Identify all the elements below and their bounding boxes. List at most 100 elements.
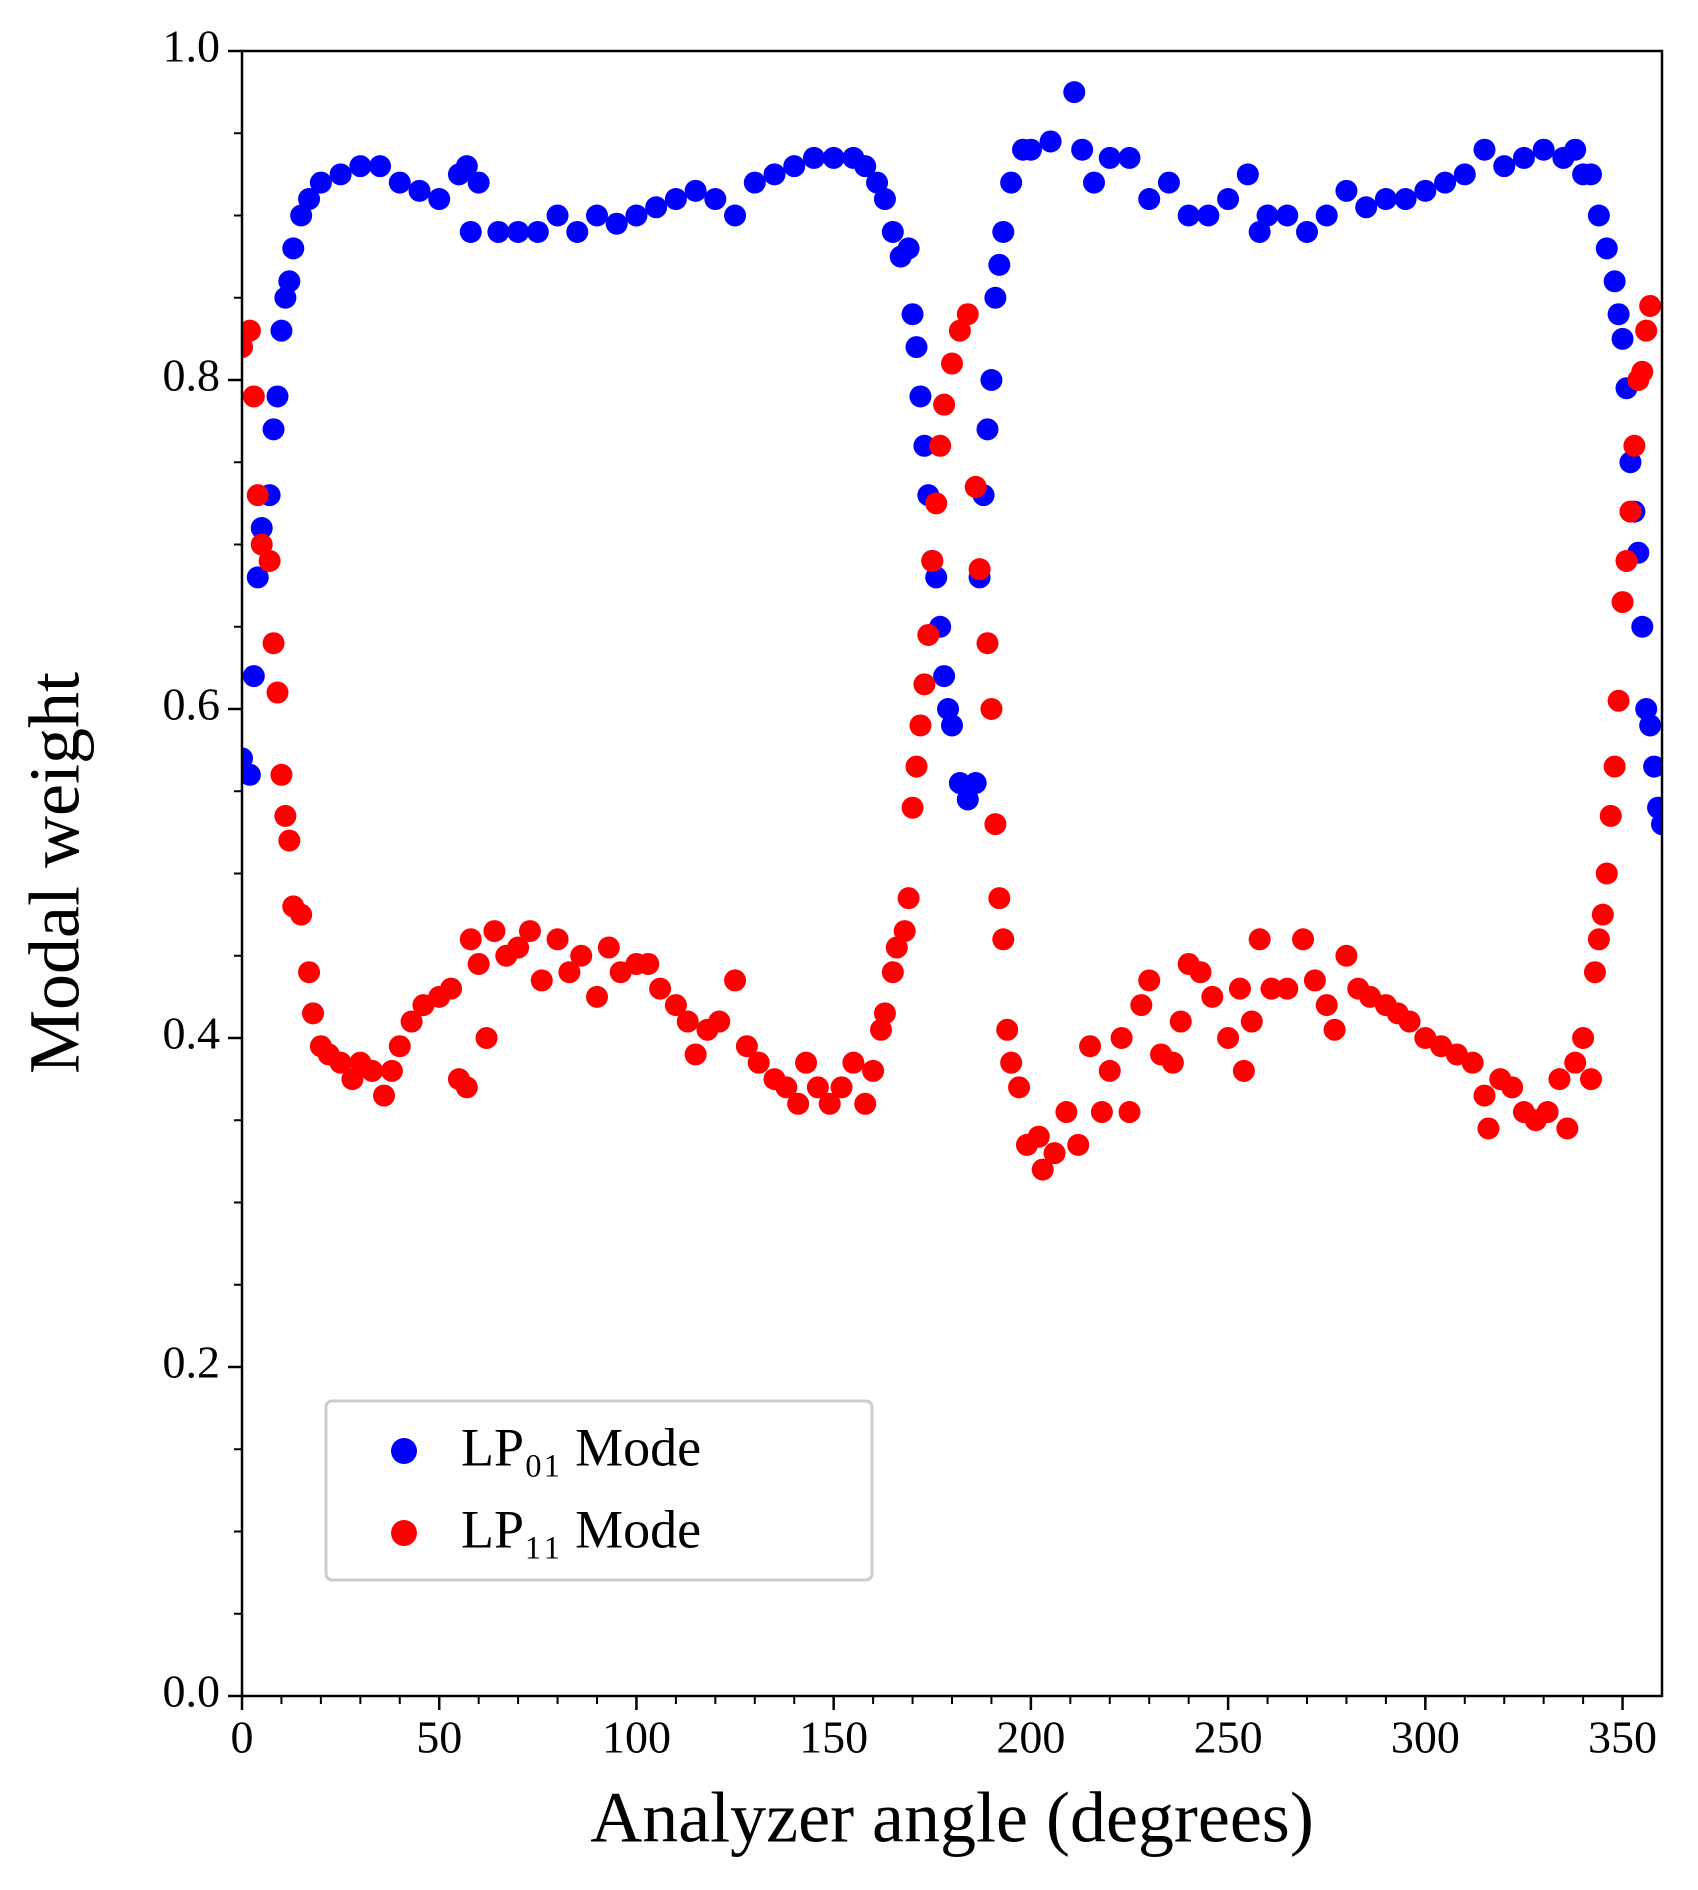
point — [645, 196, 668, 219]
point — [1603, 755, 1626, 778]
point — [909, 714, 932, 737]
point — [1276, 977, 1299, 1000]
point — [787, 1092, 810, 1115]
point — [1548, 1068, 1571, 1091]
point — [625, 204, 648, 227]
point — [1228, 977, 1251, 1000]
point — [242, 319, 261, 342]
x-tick-label: 150 — [799, 1712, 868, 1763]
point — [901, 303, 924, 326]
point — [1138, 969, 1161, 992]
point — [483, 920, 506, 943]
point — [266, 385, 289, 408]
point — [597, 936, 620, 959]
point — [917, 623, 940, 646]
point — [956, 788, 979, 811]
point — [1394, 188, 1417, 211]
point — [1157, 171, 1180, 194]
point — [1583, 961, 1606, 984]
point — [1236, 163, 1259, 186]
point — [992, 220, 1015, 243]
point — [518, 920, 541, 943]
point — [664, 994, 687, 1017]
point — [862, 1059, 885, 1082]
point — [1536, 1101, 1559, 1124]
x-tick-label: 350 — [1588, 1712, 1657, 1763]
point — [1296, 220, 1318, 243]
legend-box — [324, 1399, 874, 1582]
y-tick-label: 0.4 — [163, 1008, 221, 1059]
legend-marker — [391, 1520, 417, 1546]
point — [933, 665, 956, 688]
point — [1473, 138, 1496, 161]
point — [1453, 163, 1476, 186]
point — [980, 698, 1003, 720]
point — [913, 673, 936, 696]
point — [558, 961, 581, 984]
point — [1643, 755, 1662, 778]
x-tick-label: 50 — [416, 1712, 462, 1763]
y-tick-label: 0.8 — [163, 350, 221, 401]
point — [1512, 146, 1535, 169]
point — [735, 1035, 758, 1058]
point — [1248, 220, 1271, 243]
point — [984, 286, 1007, 309]
point — [948, 772, 971, 795]
point — [1027, 1125, 1050, 1148]
axes-frame — [240, 49, 1664, 1698]
point — [278, 829, 301, 852]
point — [1079, 1035, 1102, 1058]
point — [988, 253, 1011, 276]
point — [1039, 130, 1062, 153]
point — [1580, 1068, 1602, 1091]
point — [984, 813, 1007, 836]
point — [361, 1059, 384, 1082]
point — [941, 714, 963, 737]
point — [1591, 903, 1614, 926]
point — [278, 270, 301, 293]
point — [830, 1076, 853, 1099]
point — [1335, 179, 1358, 202]
point — [270, 763, 293, 786]
point — [329, 1051, 352, 1074]
point — [676, 1010, 699, 1033]
point — [1434, 171, 1457, 194]
point — [1189, 961, 1212, 984]
point — [546, 928, 569, 951]
point — [1303, 969, 1326, 992]
point — [290, 903, 313, 926]
point — [724, 969, 747, 992]
y-tick-label: 1.0 — [163, 21, 221, 72]
point — [1067, 1133, 1090, 1156]
point — [1611, 591, 1634, 614]
point — [586, 985, 608, 1008]
point — [775, 1076, 798, 1099]
point — [897, 887, 920, 910]
point — [941, 352, 963, 375]
point — [1631, 615, 1654, 638]
point — [250, 533, 273, 556]
point — [1414, 179, 1437, 202]
point — [1292, 928, 1315, 951]
point — [349, 155, 372, 178]
point — [1477, 1117, 1500, 1140]
point — [1118, 146, 1141, 169]
point — [1055, 1101, 1078, 1124]
point — [976, 418, 999, 441]
point — [570, 944, 593, 967]
point — [1587, 204, 1610, 227]
point — [1595, 237, 1618, 260]
point — [1201, 985, 1224, 1008]
point — [1473, 1084, 1496, 1107]
point — [1564, 138, 1587, 161]
point — [309, 171, 332, 194]
point — [996, 1018, 1019, 1041]
point — [763, 163, 786, 186]
point — [964, 772, 987, 795]
point — [1256, 204, 1279, 227]
point — [708, 1010, 731, 1033]
point — [988, 887, 1011, 910]
y-tick-label: 0.0 — [163, 1666, 221, 1717]
point — [905, 336, 928, 359]
point — [866, 171, 889, 194]
